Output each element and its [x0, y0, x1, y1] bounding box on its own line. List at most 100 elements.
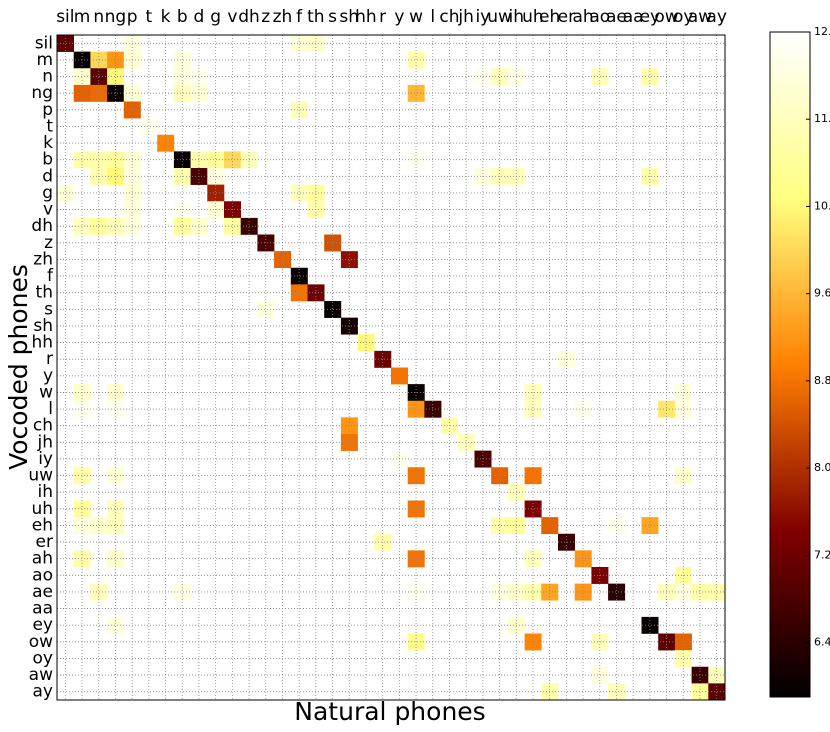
- heat-cell: [107, 151, 125, 169]
- colorbar-segment: [770, 447, 810, 452]
- y-tick-label: k: [43, 133, 53, 153]
- colorbar-segment: [770, 88, 810, 93]
- heat-cell: [457, 434, 475, 451]
- colorbar-segment: [770, 78, 810, 83]
- y-tick-label: uh: [31, 499, 53, 519]
- colorbar-segment: [770, 440, 810, 445]
- colorbar-segment: [770, 610, 810, 615]
- colorbar-segment: [770, 108, 810, 113]
- x-tick-label: sh: [339, 7, 359, 27]
- colorbar-segment: [770, 241, 810, 246]
- heat-cell: [290, 284, 308, 302]
- colorbar-segment: [770, 500, 810, 505]
- heat-cell: [591, 68, 609, 86]
- heat-cell: [708, 583, 726, 601]
- x-tick-label: d: [194, 7, 205, 27]
- colorbar-segment: [770, 504, 810, 508]
- x-tick-label: er: [558, 7, 575, 27]
- y-tick-label: dh: [31, 216, 53, 236]
- colorbar-segment: [770, 367, 810, 372]
- heat-cell: [190, 68, 208, 86]
- x-tick-label: n: [93, 7, 104, 27]
- colorbar-segment: [770, 354, 810, 359]
- colorbar-segment: [770, 401, 810, 405]
- colorbar-segment: [770, 484, 810, 489]
- heat-cell: [524, 400, 542, 418]
- x-tick-label: p: [127, 7, 138, 27]
- y-tick-label: ow: [29, 632, 53, 652]
- colorbar-segment: [770, 450, 810, 455]
- colorbar-segment: [770, 361, 810, 365]
- y-tick-label: ae: [32, 582, 53, 602]
- colorbar-segment: [770, 304, 810, 309]
- colorbar-segment: [770, 494, 810, 498]
- heat-cell: [107, 616, 125, 634]
- colorbar-segment: [770, 457, 810, 462]
- colorbar-segment: [770, 131, 810, 136]
- heat-cell: [57, 184, 74, 202]
- colorbar-segment: [770, 583, 810, 588]
- y-tick-label: p: [42, 100, 53, 120]
- heat-cell: [290, 101, 308, 119]
- colorbar-tick-label: 11.2: [814, 112, 830, 125]
- colorbar-segment: [770, 633, 810, 638]
- heat-cell: [90, 51, 108, 69]
- colorbar-segment: [770, 417, 810, 422]
- colorbar-segment: [770, 387, 810, 392]
- colorbar-segment: [770, 537, 810, 542]
- heat-cell: [73, 400, 91, 418]
- colorbar-segment: [770, 663, 810, 668]
- colorbar-segment: [770, 161, 810, 166]
- colorbar-segment: [770, 105, 810, 109]
- colorbar-segment: [770, 165, 810, 169]
- y-tick-label: hh: [31, 333, 53, 353]
- heat-cell: [290, 184, 308, 202]
- colorbar-segment: [770, 288, 810, 292]
- colorbar-tick-label: 10.4: [814, 199, 830, 212]
- colorbar-segment: [770, 617, 810, 622]
- y-tick-label: z: [44, 233, 53, 253]
- colorbar-segment: [770, 191, 810, 196]
- colorbar-segment: [770, 384, 810, 389]
- x-tick-label: ae: [606, 7, 627, 27]
- colorbar-segment: [770, 337, 810, 342]
- x-tick-label: ng: [105, 7, 127, 27]
- colorbar-segment: [770, 331, 810, 336]
- heat-cell: [90, 217, 108, 235]
- heat-cell: [107, 51, 125, 69]
- colorbar-segment: [770, 607, 810, 612]
- colorbar-segment: [770, 650, 810, 655]
- y-tick-label: f: [47, 266, 54, 286]
- colorbar-segment: [770, 690, 810, 695]
- colorbar-segment: [770, 344, 810, 349]
- colorbar-segment: [770, 687, 810, 691]
- heat-cell: [407, 550, 425, 568]
- colorbar-frame: [769, 31, 811, 698]
- colorbar-segment: [770, 547, 810, 552]
- heat-cell: [190, 217, 208, 235]
- colorbar-segment: [770, 377, 810, 382]
- colorbar-segment: [770, 268, 810, 272]
- colorbar-tick-label: 7.2: [814, 548, 830, 561]
- x-tick-label: ey: [640, 7, 661, 27]
- colorbar-segment: [770, 564, 810, 568]
- y-tick-label: oy: [33, 648, 53, 668]
- y-tick-label: s: [44, 299, 53, 319]
- colorbar-segment: [770, 168, 810, 173]
- colorbar-segment: [770, 261, 810, 266]
- colorbar-segment: [770, 314, 810, 319]
- heat-cell: [574, 583, 592, 601]
- heat-cell: [73, 467, 91, 485]
- colorbar-segment: [770, 75, 810, 80]
- colorbar-segment: [770, 630, 810, 635]
- colorbar-segment: [770, 407, 810, 412]
- heat-cell: [107, 84, 125, 102]
- heat-cell: [641, 616, 659, 634]
- heat-cell: [608, 517, 626, 535]
- x-tick-label: g: [210, 7, 221, 27]
- colorbar-segment: [770, 271, 810, 276]
- colorbar-segment: [770, 557, 810, 562]
- y-tick-label: sil: [35, 33, 53, 53]
- heat-cell: [57, 35, 74, 52]
